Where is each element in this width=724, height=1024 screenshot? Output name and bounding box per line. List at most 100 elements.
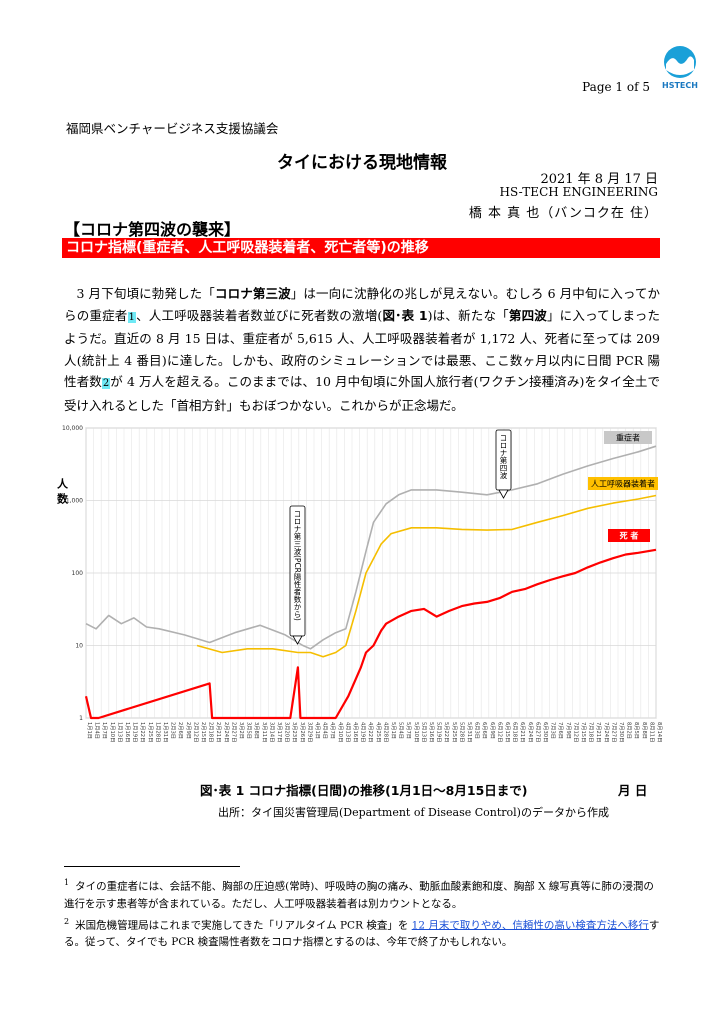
x-tick-label: 3月29日 — [306, 722, 313, 742]
x-tick-label: 7月21日 — [595, 722, 602, 742]
x-tick-label: 6月15日 — [504, 722, 511, 742]
x-tick-label: 1月19日 — [132, 722, 139, 742]
x-tick-label: 8月14日 — [656, 722, 663, 742]
x-tick-label: 7月9日 — [565, 722, 572, 739]
x-tick-label: 5月7日 — [405, 722, 412, 739]
section-title: 【コロナ第四波の襲来】 — [64, 220, 241, 239]
logo-text: HSTECH — [662, 81, 698, 90]
x-tick-label: 3月14日 — [268, 722, 275, 742]
subsection-banner: コロナ指標(重症者、人工呼吸器装着者、死亡者等)の推移 — [62, 238, 660, 258]
author-name: 橋 本 真 也（バンコク在 住） — [468, 206, 658, 221]
series-line-3 — [84, 548, 657, 720]
y-tick-label: 1 — [79, 715, 83, 722]
figure-month-day: 月 日 — [618, 783, 648, 798]
footnote-2: 2 米国危機管理局はこれまで実施してきた「リアルタイム PCR 検査」を 12 月… — [64, 916, 660, 949]
x-tick-label: 5月13日 — [420, 722, 427, 742]
legend-box-1 — [604, 431, 652, 444]
x-tick-label: 7月30日 — [618, 722, 625, 742]
footnote-1: 1 タイの重症者には、会話不能、胸部の圧迫感(常時)、呼吸時の胸の痛み、動脈血酸素… — [64, 878, 654, 910]
x-tick-label: 1月22日 — [139, 722, 146, 742]
x-tick-label: 5月25日 — [451, 722, 458, 742]
x-tick-label: 3月20日 — [284, 722, 291, 742]
figure-caption: 図･表 1 コロナ指標(日間)の推移(1月1日～8月15日まで) — [200, 783, 528, 798]
x-tick-label: 7月24日 — [603, 722, 610, 742]
x-tick-label: 5月10日 — [413, 722, 420, 742]
y-axis-label: 人 数 — [56, 477, 69, 505]
x-tick-label: 3月26日 — [299, 722, 306, 742]
y-tick-label: 1,000 — [66, 498, 83, 505]
body-paragraph: 3 月下旬頃に勃発した「コロナ第三波」は一向に沈静化の兆しが見えない。むしろ 6… — [64, 286, 660, 413]
annotation-arrow-2 — [498, 489, 509, 499]
x-tick-label: 8月8日 — [641, 722, 648, 739]
page-number: Page 1 of 5 — [582, 80, 650, 94]
x-tick-label: 8月2日 — [626, 722, 633, 739]
legend-label-1: 重症者 — [616, 433, 640, 443]
x-tick-label: 6月30日 — [542, 722, 549, 742]
x-tick-label: 3月5日 — [246, 722, 253, 739]
x-tick-label: 2月18日 — [208, 722, 215, 742]
footnote-ref-1[interactable]: 1 — [127, 311, 136, 323]
x-tick-label: 4月16日 — [352, 722, 359, 742]
x-tick-label: 7月15日 — [580, 722, 587, 742]
annotation-text-2: コロナ第四波 — [499, 434, 508, 480]
x-tick-label: 1月28日 — [154, 722, 161, 742]
x-tick-label: 6月12日 — [496, 722, 503, 742]
x-tick-label: 7月12日 — [572, 722, 579, 742]
corona-indicator-chart: 1月1日 1月4日 1月7日 1月10日 1月13日 1月16日 1月19日 1月22日 1月2… — [56, 420, 668, 774]
x-tick-label: 6月3日 — [474, 722, 481, 739]
x-tick-label: 2月12日 — [192, 722, 199, 742]
x-tick-label: 3月17日 — [276, 722, 283, 742]
x-tick-label: 8月5日 — [633, 722, 640, 739]
x-tick-label: 5月4日 — [398, 722, 405, 739]
x-tick-label: 4月1日 — [314, 722, 321, 739]
x-tick-label: 7月3日 — [550, 722, 557, 739]
series-line-2 — [196, 494, 657, 658]
annotation-text-1: コロナ第三波(PCR陽性者数から) — [293, 510, 302, 621]
x-tick-label: 4月19日 — [360, 722, 367, 742]
x-tick-label: 5月19日 — [436, 722, 443, 742]
x-tick-label: 6月21日 — [519, 722, 526, 742]
x-tick-label: 4月4日 — [322, 722, 329, 739]
x-tick-label: 3月2日 — [238, 722, 245, 739]
x-tick-label: 1月1日 — [86, 722, 93, 739]
x-tick-label: 2月6日 — [177, 722, 184, 739]
x-tick-label: 2月15日 — [200, 722, 207, 742]
company-logo: HSTECH — [658, 44, 702, 92]
x-tick-label: 1月13日 — [116, 722, 123, 742]
footnote-link[interactable]: 12 月末で取りやめ、信頼性の高い検査方法へ移行 — [411, 919, 649, 931]
x-tick-label: 5月16日 — [428, 722, 435, 742]
logo-icon: HSTECH — [662, 46, 698, 90]
x-tick-label: 1月25日 — [147, 722, 154, 742]
x-tick-label: 3月23日 — [291, 722, 298, 742]
x-tick-label: 6月27日 — [534, 722, 541, 742]
x-tick-label: 4月13日 — [344, 722, 351, 742]
footnote-ref-2[interactable]: 2 — [101, 378, 111, 389]
x-tick-label: 2月21日 — [215, 722, 222, 742]
legend-box-3 — [608, 529, 650, 542]
x-tick-label: 6月9日 — [489, 722, 496, 739]
x-tick-label: 2月3日 — [170, 722, 177, 739]
x-tick-label: 2月24日 — [223, 722, 230, 742]
x-tick-label: 4月28日 — [382, 722, 389, 742]
x-tick-label: 1月4日 — [94, 722, 101, 739]
annotation-arrow-1 — [292, 635, 303, 645]
company-name: HS-TECH ENGINEERING — [499, 185, 658, 199]
y-tick-label: 10,000 — [62, 425, 83, 432]
x-tick-label: 7月6日 — [557, 722, 564, 739]
x-tick-label: 4月25日 — [375, 722, 382, 742]
x-tick-label: 5月31日 — [466, 722, 473, 742]
x-tick-label: 6月24日 — [527, 722, 534, 742]
legend-label-3: 死 者 — [619, 531, 639, 541]
x-tick-label: 1月7日 — [101, 722, 108, 739]
footnote-divider — [64, 866, 240, 867]
document-title: タイにおける現地情報 — [277, 153, 447, 173]
x-tick-label: 6月18日 — [512, 722, 519, 742]
chart-svg: 1月1日 1月4日 1月7日 1月10日 1月13日 1月16日 1月19日 1月22日 1月2… — [56, 425, 664, 742]
x-tick-label: 4月22日 — [367, 722, 374, 742]
x-tick-label: 5月1日 — [390, 722, 397, 739]
y-tick-label: 10 — [75, 643, 83, 650]
footnotes: 1 タイの重症者には、会話不能、胸部の圧迫感(常時)、呼吸時の胸の痛み、動脈血酸素… — [64, 874, 664, 951]
x-tick-label: 4月10日 — [337, 722, 344, 742]
x-tick-label: 2月27日 — [230, 722, 237, 742]
x-tick-label: 2月9日 — [185, 722, 192, 739]
